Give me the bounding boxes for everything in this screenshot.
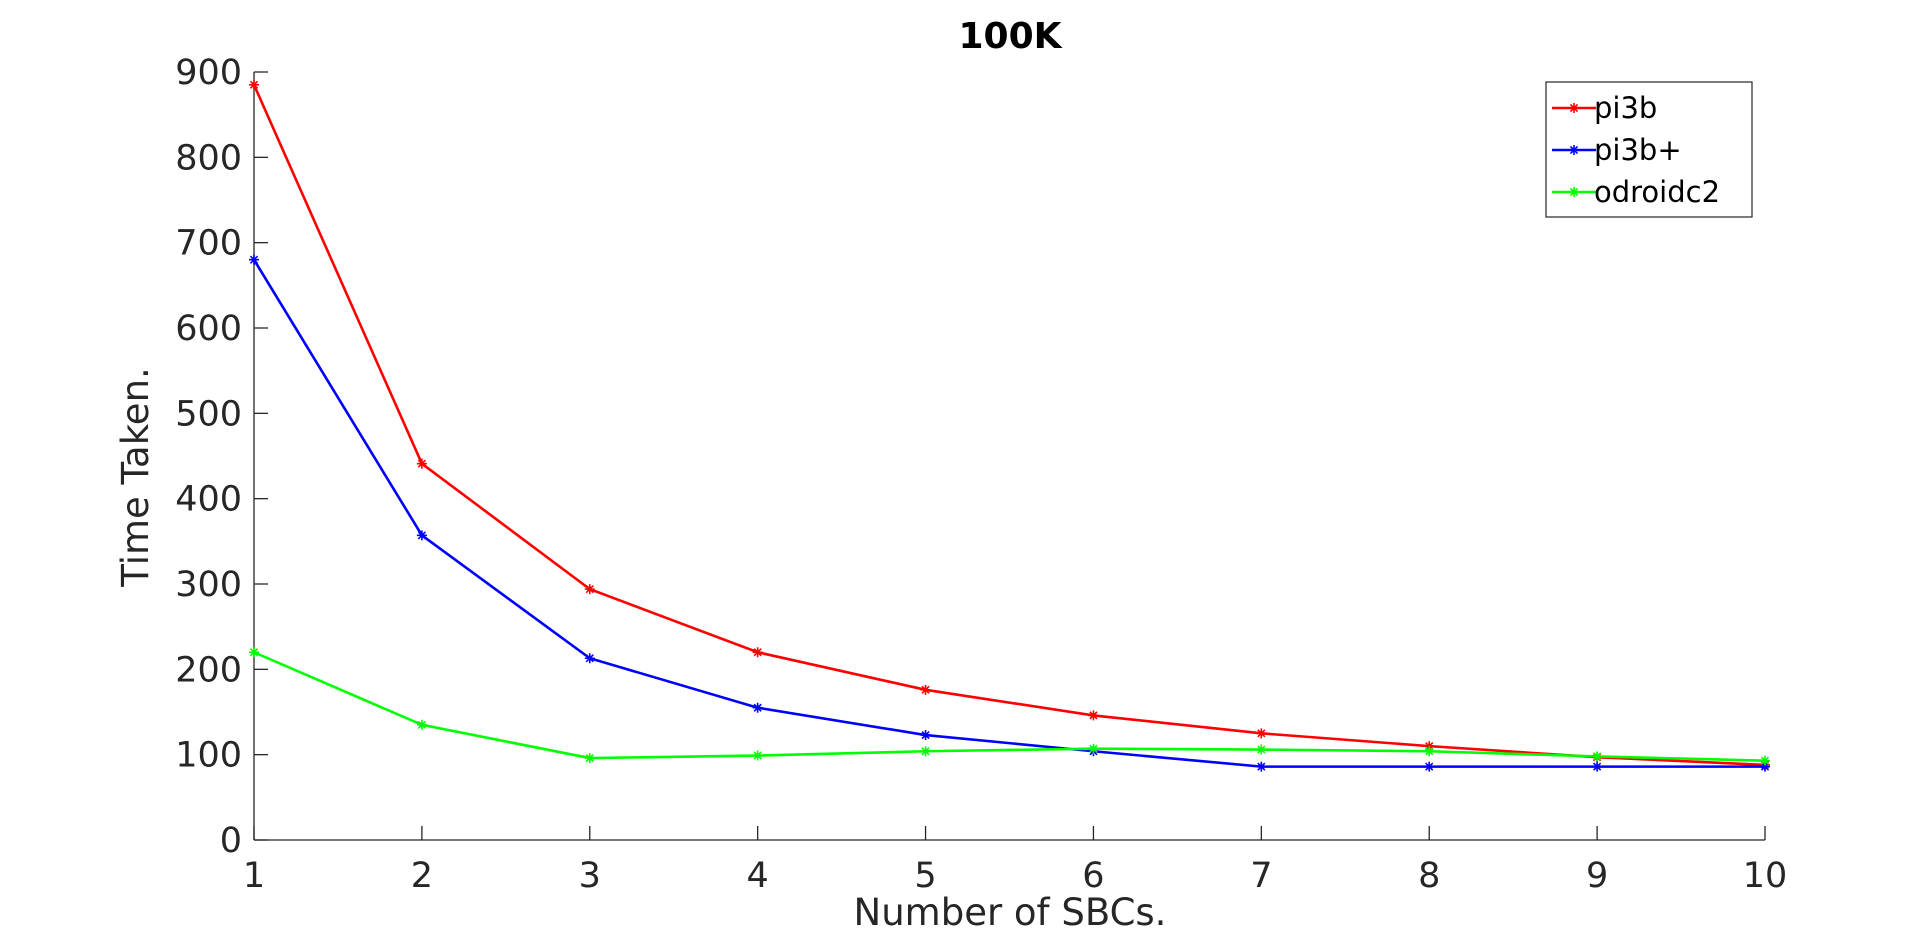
data-point	[1760, 755, 1770, 766]
y-tick-label: 0	[220, 821, 242, 861]
data-point	[416, 530, 427, 541]
data-point	[584, 753, 595, 764]
y-tick-label: 900	[175, 53, 242, 93]
data-point	[416, 458, 427, 469]
data-point	[584, 584, 595, 595]
data-point	[920, 746, 931, 757]
x-axis-ticks: 1 2 3 4 5 6 7 8 9 10	[243, 826, 1787, 896]
series-pi3b+	[249, 254, 1770, 772]
series-pi3b	[249, 79, 1770, 770]
legend-marker	[1569, 103, 1579, 113]
data-point	[1424, 761, 1435, 772]
y-axis-ticks: 0 100 200 300 400 500 600 700 800 900	[175, 53, 268, 861]
data-point	[1256, 728, 1267, 739]
data-point	[752, 702, 763, 713]
data-point	[752, 647, 763, 658]
x-tick-label: 10	[1743, 856, 1788, 896]
data-point	[1760, 761, 1770, 772]
data-point	[249, 647, 259, 658]
data-point	[1424, 746, 1435, 757]
y-tick-label: 300	[175, 565, 242, 605]
data-point	[752, 750, 763, 761]
x-tick-label: 9	[1586, 856, 1608, 896]
x-tick-label: 4	[747, 856, 769, 896]
chart-title: 100K	[958, 16, 1062, 57]
data-point	[249, 79, 259, 90]
data-point	[249, 254, 259, 265]
data-point	[1088, 743, 1099, 754]
y-tick-label: 800	[175, 138, 242, 178]
data-point	[584, 653, 595, 664]
legend-label: odroidc2	[1594, 175, 1720, 209]
data-point	[920, 730, 931, 741]
data-point	[920, 684, 931, 695]
series-odroidc2	[249, 647, 1770, 766]
y-tick-label: 100	[175, 736, 242, 776]
legend-label: pi3b	[1594, 91, 1657, 125]
data-point	[1256, 744, 1267, 755]
series-line-odroidc2	[253, 651, 1766, 762]
x-tick-label: 7	[1250, 856, 1272, 896]
x-tick-label: 3	[579, 856, 601, 896]
y-tick-label: 600	[175, 309, 242, 349]
legend: pi3b pi3b+ odroidc2	[1545, 81, 1753, 218]
y-tick-label: 200	[175, 650, 242, 690]
legend-item-odroidc2: odroidc2	[1552, 175, 1720, 209]
x-tick-label: 6	[1082, 856, 1104, 896]
x-tick-label: 1	[243, 856, 265, 896]
legend-item-pi3b+: pi3b+	[1552, 133, 1682, 167]
data-point	[1424, 741, 1435, 752]
legend-label: pi3b+	[1594, 133, 1682, 167]
y-axis-label: Time Taken.	[114, 367, 157, 588]
data-point	[1592, 751, 1603, 762]
series-line-pi3b	[252, 84, 1766, 767]
data-point	[1592, 761, 1603, 772]
axes	[253, 72, 1765, 841]
x-tick-label: 5	[914, 856, 936, 896]
x-axis-label: Number of SBCs.	[854, 891, 1167, 934]
series-group	[249, 79, 1770, 772]
data-point	[1088, 710, 1099, 721]
y-tick-label: 700	[175, 224, 242, 264]
legend-marker	[1569, 187, 1579, 197]
data-point	[1256, 761, 1267, 772]
y-tick-label: 400	[175, 480, 242, 520]
series-line-pi3b+	[252, 259, 1765, 768]
legend-item-pi3b: pi3b	[1552, 91, 1657, 125]
data-point	[416, 719, 427, 730]
legend-marker	[1569, 145, 1579, 155]
x-tick-label: 2	[411, 856, 433, 896]
x-tick-label: 8	[1418, 856, 1440, 896]
y-tick-label: 500	[175, 394, 242, 434]
